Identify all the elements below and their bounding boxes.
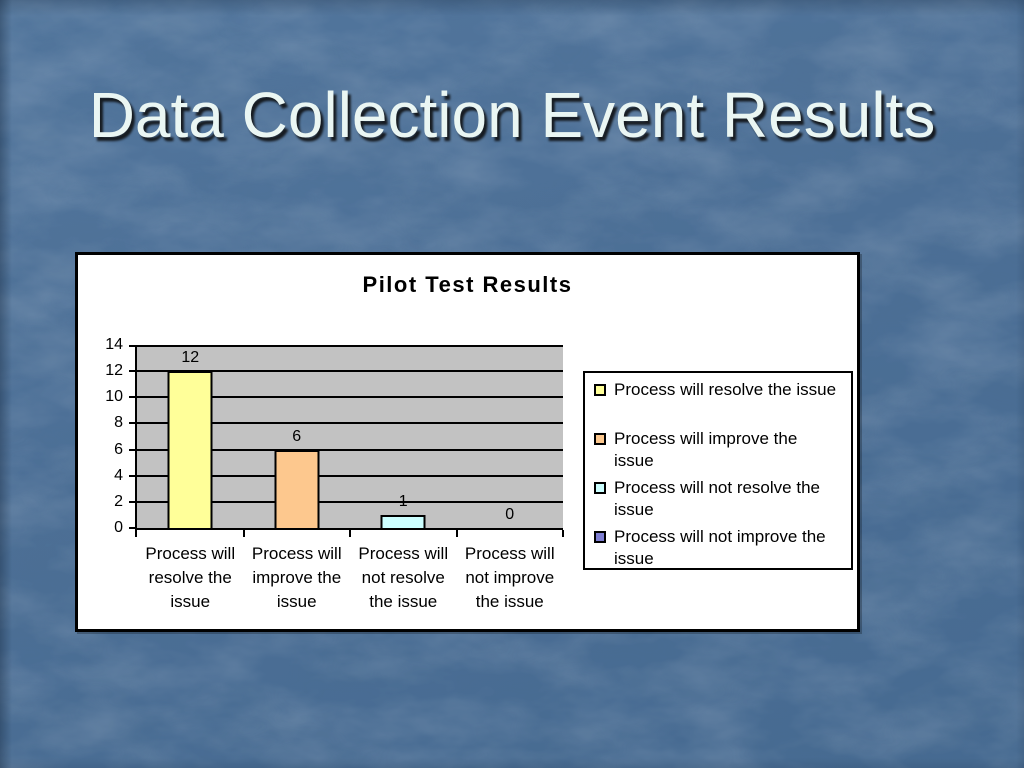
y-tick-label: 10	[105, 388, 123, 406]
y-tick-label: 0	[114, 519, 123, 536]
y-tick-mark	[129, 527, 135, 529]
y-tick-label: 6	[114, 440, 123, 458]
y-tick-mark	[129, 345, 135, 347]
legend-label: Process will resolve the issue	[614, 380, 837, 399]
bar-value-label: 12	[181, 349, 200, 367]
category-column: 12	[137, 345, 244, 528]
legend-item: Process will not improve the issue	[594, 526, 838, 570]
legend-label: Process will not resolve the issue	[614, 478, 820, 519]
gridline	[137, 345, 563, 347]
gridline	[137, 474, 563, 477]
legend-swatch	[594, 384, 606, 396]
plot-area: 14 12 10 8 6 4 2 0 12 6	[105, 336, 564, 537]
category-label: Process will not improve the issue	[464, 544, 555, 611]
bar-value-label: 1	[398, 492, 408, 510]
category-column: 1	[350, 345, 457, 528]
y-tick-mark	[129, 396, 135, 399]
legend-label: Process will not improve the issue	[614, 527, 826, 568]
x-axis-labels: Process will resolve the issue Process w…	[137, 542, 563, 614]
category-label: Process will improve the issue	[251, 544, 342, 611]
category-label: Process will not resolve the issue	[358, 544, 449, 611]
y-tick-label: 14	[105, 336, 123, 353]
y-tick-mark	[129, 474, 135, 477]
y-tick-label: 2	[114, 492, 123, 510]
category-label: Process will resolve the issue	[145, 544, 236, 611]
category-cell: Process will resolve the issue	[137, 542, 244, 614]
legend-swatch	[594, 433, 606, 445]
category-cell: Process will not resolve the issue	[350, 542, 457, 614]
y-tick-mark	[129, 422, 135, 425]
legend-label: Process will improve the issue	[614, 429, 798, 470]
gridline	[137, 422, 563, 425]
x-tick-mark	[242, 530, 245, 537]
gridline	[137, 396, 563, 399]
bar	[274, 449, 320, 528]
category-column: 6	[244, 345, 351, 528]
slide-title: Data Collection Event Results	[88, 79, 936, 151]
y-tick-label: 4	[114, 466, 123, 484]
legend-item: Process will resolve the issue	[594, 379, 838, 401]
x-tick-mark	[455, 530, 458, 537]
bar-value-label: 6	[292, 427, 302, 445]
y-tick-label: 8	[114, 414, 123, 432]
y-tick-mark	[129, 370, 135, 373]
legend: Process will resolve the issue Process w…	[583, 371, 853, 570]
y-tick-mark	[129, 500, 135, 503]
legend-item: Process will improve the issue	[594, 428, 838, 472]
y-tick-label: 12	[105, 362, 123, 380]
y-tick-mark	[129, 448, 135, 451]
x-tick-mark	[349, 530, 351, 537]
gridline	[137, 500, 563, 503]
bar-value-label: 0	[505, 506, 515, 523]
category-cell: Process will not improve the issue	[457, 542, 564, 614]
gridline	[137, 370, 563, 373]
x-tick-mark	[135, 530, 137, 537]
bar	[167, 371, 213, 528]
bar	[380, 514, 426, 528]
gridline	[137, 448, 563, 451]
legend-swatch	[594, 531, 606, 543]
chart-title: Pilot Test Results	[362, 272, 573, 297]
chart: Pilot Test Results 14 12 10 8 6	[75, 252, 860, 632]
legend-swatch	[594, 482, 606, 494]
legend-item: Process will not resolve the issue	[594, 477, 838, 521]
category-cell: Process will improve the issue	[244, 542, 351, 614]
category-column: 0	[457, 345, 564, 528]
x-tick-mark	[562, 530, 564, 537]
